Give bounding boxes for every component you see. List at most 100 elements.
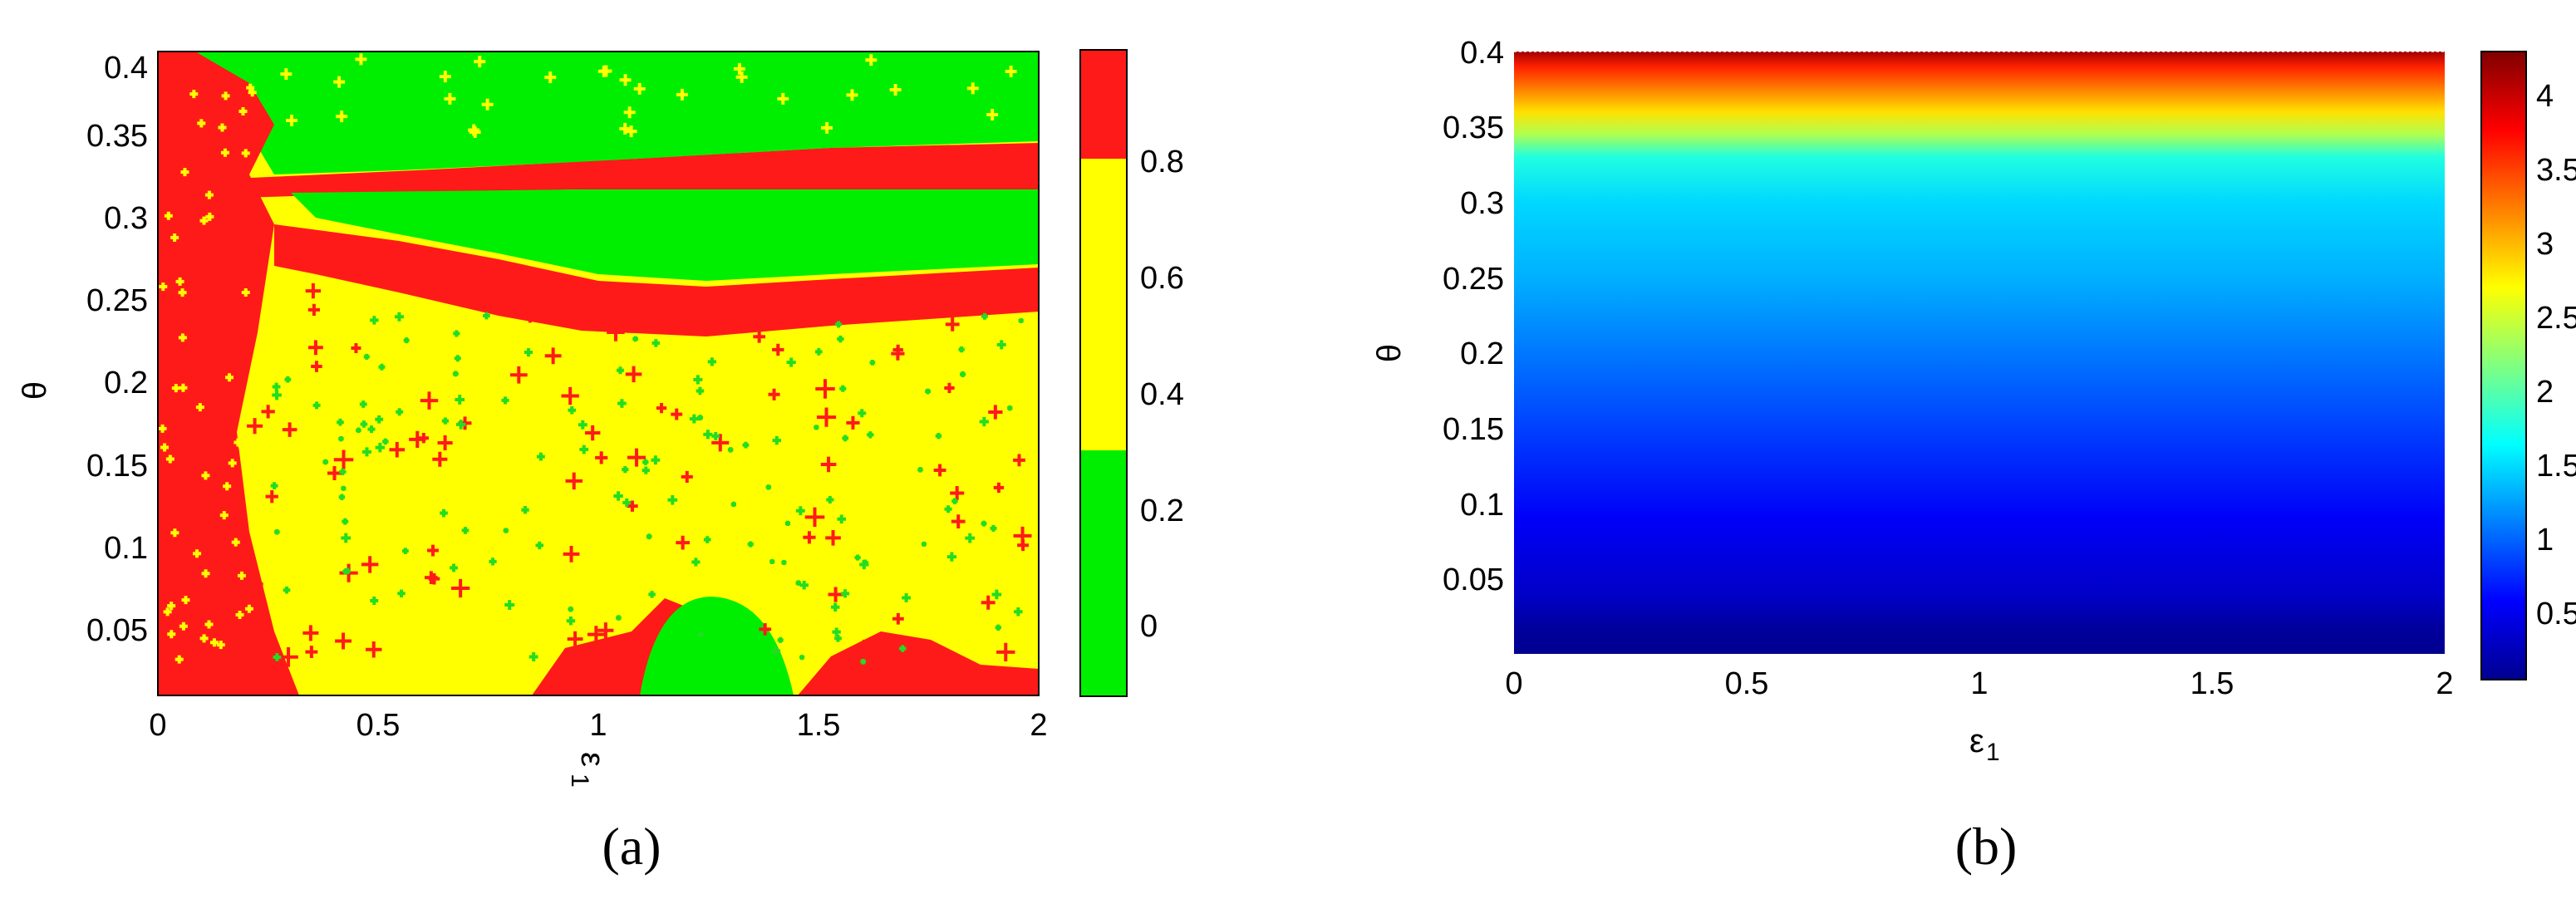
speckle-mark (865, 54, 878, 66)
speckle-mark (951, 514, 966, 528)
panel-b-xlabel: ε 1 (1969, 723, 2000, 766)
speckle-mark (835, 321, 843, 328)
speckle-mark (996, 340, 1006, 350)
speckle-mark (933, 464, 946, 477)
speckle-mark (305, 282, 322, 299)
x-tick-label: 0.5 (356, 708, 401, 743)
speckle-mark (205, 212, 214, 221)
colorbar-tick-label: 2 (2536, 375, 2554, 410)
speckle-mark (804, 507, 825, 528)
speckle-mark (444, 92, 456, 105)
speckle-mark (302, 625, 319, 641)
speckle-mark (220, 148, 229, 157)
speckle-mark (362, 447, 371, 457)
panel-a-xlabel: ε 1 (566, 752, 611, 788)
y-tick-label: 0.1 (1460, 488, 1504, 523)
speckle-mark (272, 382, 281, 391)
y-tick-label: 0.05 (86, 613, 148, 648)
speckle-mark (784, 520, 791, 527)
speckle-mark (563, 545, 580, 562)
speckle-mark (201, 471, 210, 480)
speckle-mark (247, 418, 263, 435)
panel-b-ylabel: θ (1371, 344, 1408, 362)
colorbar-band-green (1080, 450, 1127, 696)
speckle-mark (979, 416, 989, 427)
speckle-mark (367, 425, 376, 434)
speckle-mark (676, 88, 688, 101)
speckle-mark (338, 494, 346, 500)
panel-b-heatmap (1514, 52, 2445, 654)
speckle-mark (440, 508, 448, 518)
panel-a: 0.05 0.1 0.15 0.2 0.25 0.3 0.35 0.4 0 0.… (17, 49, 1184, 876)
speckle-mark (986, 109, 999, 121)
x-tick-label: 1.5 (797, 708, 841, 743)
speckle-mark (623, 106, 636, 119)
speckle-mark (238, 442, 247, 451)
speckle-mark (995, 624, 1002, 631)
speckle-mark (578, 420, 587, 430)
speckle-mark (825, 530, 841, 546)
y-tick-label: 0.35 (1443, 111, 1504, 145)
speckle-mark (248, 577, 263, 592)
speckle-mark (165, 454, 175, 464)
speckle-mark (772, 435, 782, 445)
speckle-mark (272, 390, 282, 400)
speckle-mark (765, 484, 772, 490)
speckle-mark (167, 602, 176, 611)
xlabel-main: ε (1969, 723, 1984, 759)
speckle-mark (461, 527, 469, 534)
y-tick-label: 0.2 (104, 366, 148, 400)
speckle-mark (180, 168, 189, 177)
speckle-mark (1005, 65, 1017, 77)
speckle-mark (691, 558, 701, 567)
speckle-mark (544, 347, 562, 365)
speckle-mark (842, 435, 849, 442)
speckle-mark (830, 602, 840, 612)
speckle-mark (584, 425, 601, 441)
speckle-mark (891, 346, 905, 361)
speckle-mark (667, 494, 678, 505)
speckle-mark (627, 448, 646, 467)
speckle-mark (261, 405, 275, 419)
speckle-mark (892, 612, 904, 625)
speckle-mark (283, 586, 291, 594)
colorbar-tick-label: 3.5 (2536, 153, 2576, 188)
speckle-mark (479, 286, 495, 302)
speckle-mark (648, 591, 656, 598)
y-tick-label: 0.4 (104, 51, 148, 86)
speckle-mark (520, 303, 540, 323)
speckle-mark (786, 357, 796, 367)
speckle-mark (201, 569, 210, 578)
speckle-mark (832, 627, 841, 636)
speckle-mark (244, 604, 253, 613)
speckle-mark (178, 333, 187, 342)
speckle-mark (339, 468, 347, 476)
y-tick-label: 0.15 (86, 449, 148, 484)
speckle-mark (170, 528, 179, 538)
speckle-mark (821, 121, 833, 134)
speckle-mark (536, 452, 545, 461)
speckle-mark (613, 491, 623, 501)
speckle-mark (509, 366, 528, 384)
speckle-mark (535, 541, 543, 550)
speckle-mark (481, 98, 494, 111)
speckle-mark (703, 430, 713, 440)
speckle-mark (777, 92, 789, 105)
colorbar-tick-label: 2.5 (2536, 301, 2576, 336)
speckle-mark (450, 578, 470, 598)
panel-b-x-ticks: 0 0.5 1 1.5 2 (1505, 666, 2453, 701)
speckle-mark (158, 424, 167, 433)
speckle-mark (755, 305, 770, 321)
speckle-mark (355, 53, 367, 66)
speckle-mark (160, 443, 170, 452)
speckle-mark (846, 415, 860, 430)
speckle-mark (502, 287, 514, 299)
speckle-mark (351, 342, 361, 354)
speckle-mark (966, 82, 979, 95)
speckle-mark (280, 68, 293, 81)
colorbar-tick-label: 0.6 (1140, 261, 1184, 296)
speckle-mark (193, 549, 202, 558)
speckle-mark (607, 323, 625, 341)
x-tick-label: 0 (1505, 666, 1522, 701)
speckle-mark (642, 459, 649, 465)
